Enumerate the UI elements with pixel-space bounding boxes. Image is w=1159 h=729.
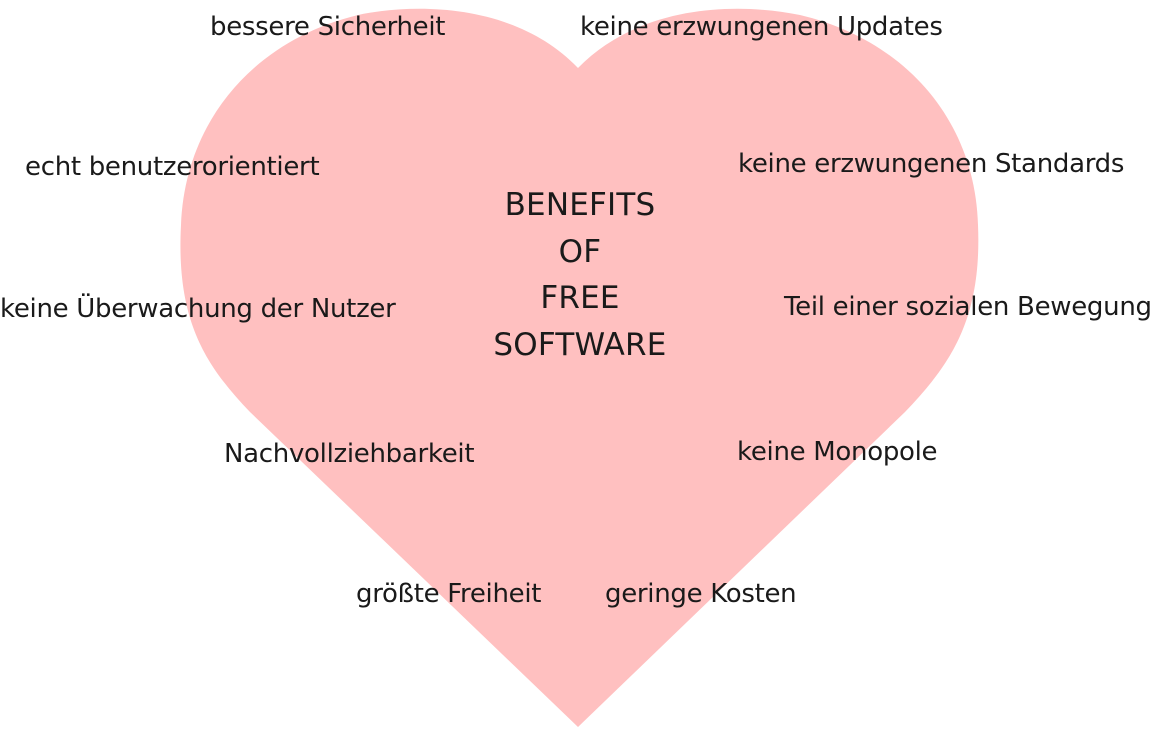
title-line-4: SOFTWARE	[493, 326, 667, 363]
title-line-3: FREE	[540, 280, 620, 316]
benefit-user-oriented: echt benutzerorientiert	[25, 152, 320, 182]
benefit-social-movement: Teil einer sozialen Bewegung	[784, 292, 1152, 322]
benefit-security: bessere Sicherheit	[210, 12, 446, 42]
benefit-no-forced-updates: keine erzwungenen Updates	[580, 12, 943, 42]
benefit-no-monopolies: keine Monopole	[737, 437, 938, 467]
benefit-no-forced-standards: keine erzwungenen Standards	[738, 149, 1125, 179]
benefit-no-surveillance: keine Überwachung der Nutzer	[0, 294, 396, 324]
diagram-title: BENEFITS OF FREE SOFTWARE	[430, 182, 730, 368]
title-line-2: OF	[558, 233, 602, 270]
heart-path	[180, 8, 979, 727]
title-line-1: BENEFITS	[504, 187, 656, 223]
benefit-greatest-freedom: größte Freiheit	[356, 579, 542, 609]
benefit-low-cost: geringe Kosten	[605, 579, 797, 609]
benefit-traceability: Nachvollziehbarkeit	[224, 439, 475, 469]
